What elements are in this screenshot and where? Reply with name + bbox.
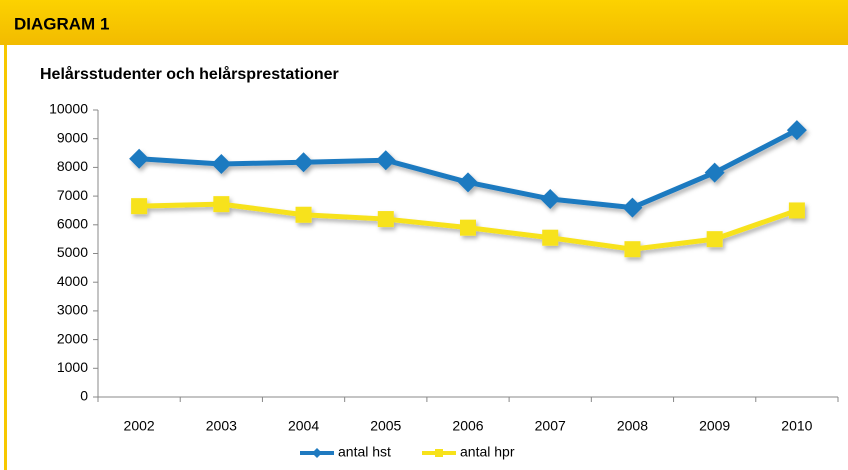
series bbox=[131, 196, 805, 258]
data-point bbox=[704, 162, 725, 183]
header-title: DIAGRAM 1 bbox=[14, 14, 109, 33]
data-point bbox=[213, 196, 230, 213]
data-point bbox=[542, 229, 559, 246]
data-point bbox=[295, 206, 312, 223]
data-point bbox=[375, 150, 396, 171]
y-tick-label: 8000 bbox=[57, 158, 88, 174]
left-border bbox=[4, 45, 7, 470]
data-point bbox=[540, 188, 561, 209]
series-line bbox=[138, 127, 799, 211]
x-tick-label: 2007 bbox=[535, 418, 566, 434]
data-point bbox=[622, 197, 643, 218]
y-tick-label: 0 bbox=[80, 388, 88, 404]
data-point bbox=[131, 198, 148, 215]
data-point bbox=[129, 148, 150, 169]
data-point bbox=[706, 231, 723, 248]
data-point bbox=[293, 152, 314, 173]
y-tick-label: 9000 bbox=[57, 129, 88, 145]
legend-label: antal hpr bbox=[460, 444, 515, 460]
data-point bbox=[211, 153, 232, 174]
y-tick-label: 7000 bbox=[57, 187, 88, 203]
data-point bbox=[312, 448, 322, 458]
x-tick-label: 2008 bbox=[617, 418, 648, 434]
legend-label: antal hst bbox=[338, 444, 391, 460]
y-tick-label: 4000 bbox=[57, 273, 88, 289]
y-tick-label: 5000 bbox=[57, 244, 88, 260]
data-point bbox=[458, 172, 478, 193]
x-tick-label: 2002 bbox=[124, 418, 155, 434]
data-point bbox=[460, 219, 476, 236]
data-point bbox=[377, 211, 394, 228]
y-tick-label: 2000 bbox=[57, 330, 88, 346]
chart-title: Helårsstudenter och helårsprestationer bbox=[40, 65, 339, 83]
x-tick-label: 2009 bbox=[699, 418, 730, 434]
x-tick-label: 2006 bbox=[452, 418, 483, 434]
y-tick-label: 1000 bbox=[57, 359, 88, 375]
data-point bbox=[435, 449, 443, 457]
x-tick-label: 2005 bbox=[370, 418, 401, 434]
data-point bbox=[788, 202, 805, 219]
y-tick-label: 3000 bbox=[57, 302, 88, 318]
series bbox=[129, 120, 807, 218]
x-tick-label: 2003 bbox=[206, 418, 237, 434]
data-point bbox=[786, 120, 807, 141]
y-tick-label: 6000 bbox=[57, 216, 88, 232]
data-point bbox=[624, 241, 641, 258]
header-band bbox=[0, 0, 848, 45]
x-tick-label: 2010 bbox=[781, 418, 812, 434]
y-tick-label: 10000 bbox=[49, 101, 88, 117]
x-tick-label: 2004 bbox=[288, 418, 319, 434]
